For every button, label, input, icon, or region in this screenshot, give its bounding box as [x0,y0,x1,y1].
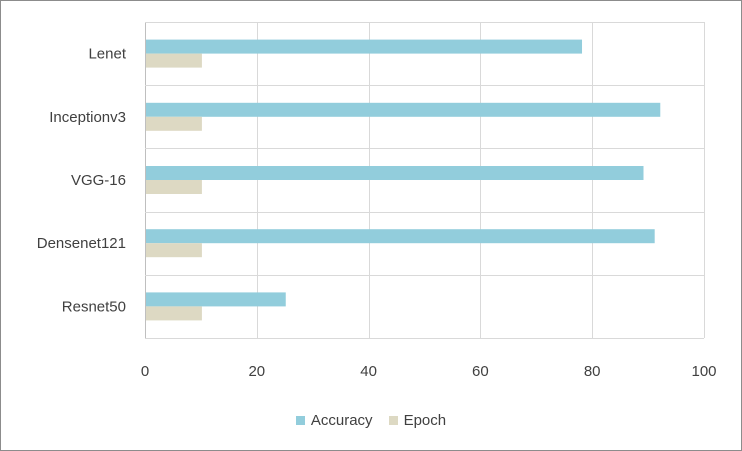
bar-epoch-resnet50 [146,306,202,321]
bar-accuracy-vgg-16 [146,166,644,180]
bar-accuracy-densenet121 [146,229,655,244]
bar-epoch-vgg-16 [146,180,202,194]
x-tick-label: 60 [472,363,489,380]
x-tick-label: 0 [141,363,149,380]
category-labels: Lenet Inceptionv3 VGG-16 Densenet121 Resnet5… [37,46,127,316]
legend-swatch-accuracy [295,415,305,425]
legend: Accuracy Epoch [0,408,742,432]
bar-accuracy-resnet50 [146,292,286,307]
x-tick-label: 20 [248,363,265,380]
gridlines [145,22,705,339]
category-label: VGG-16 [71,172,126,189]
legend-item-accuracy: Accuracy [295,411,373,429]
category-label: Resnet50 [62,298,126,315]
category-label: Inceptionv3 [49,109,126,126]
x-tick-labels: 0 20 40 60 80 100 [141,363,717,380]
legend-item-epoch: Epoch [388,411,447,429]
legend-label-epoch: Epoch [403,411,447,429]
x-tick-label: 40 [360,363,377,380]
legend-swatch-epoch [388,415,398,425]
bar-accuracy-inceptionv3 [146,102,661,117]
bar-epoch-lenet [146,53,202,68]
bar-epoch-inceptionv3 [146,116,202,131]
category-label: Lenet [88,46,126,63]
x-tick-label: 100 [691,363,716,380]
category-label: Densenet121 [37,235,126,252]
bars [146,39,661,321]
x-tick-label: 80 [584,363,601,380]
bar-accuracy-lenet [146,39,583,54]
legend-label-accuracy: Accuracy [310,411,373,429]
bar-epoch-densenet121 [146,243,202,258]
